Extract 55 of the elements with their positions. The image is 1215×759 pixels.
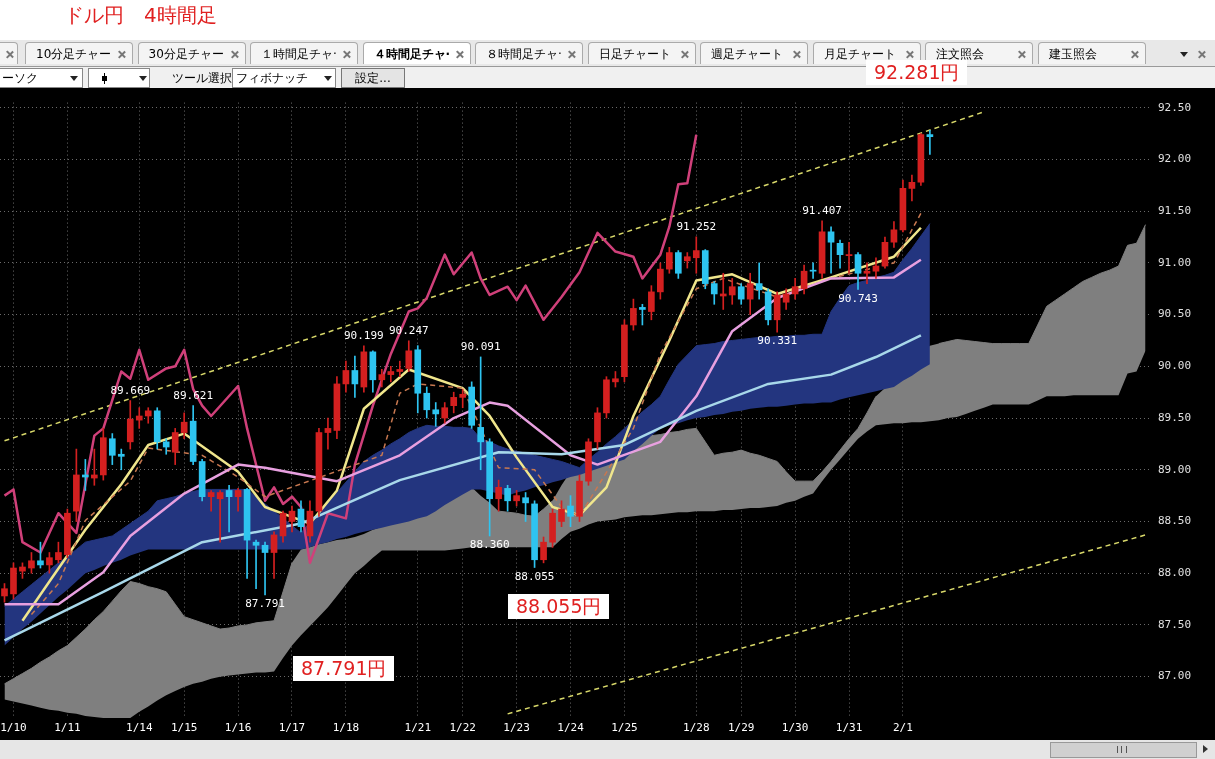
y-tick-label: 88.00 [1158, 566, 1192, 580]
x-tick-label: 1/17 [278, 721, 306, 735]
y-tick-label: 91.00 [1158, 255, 1192, 269]
x-tick-label: 1/18 [332, 721, 360, 735]
y-tick-label: 92.50 [1158, 100, 1192, 114]
text: ４時間足チャ· [373, 47, 451, 61]
y-tick-label: 87.50 [1158, 617, 1192, 631]
x-tick-label: 1/21 [404, 721, 432, 735]
annotation: 90.331 [757, 334, 798, 348]
annotation: 90.091 [460, 340, 501, 354]
y-tick-label: 89.50 [1158, 410, 1192, 424]
annotation: 87.791円 [293, 656, 395, 681]
x-tick-label: 1/25 [611, 721, 638, 735]
y-tick-label: 88.50 [1158, 514, 1192, 528]
text: ツール選択 [172, 71, 232, 85]
y-tick-label: 92.00 [1158, 152, 1192, 166]
text: 10分足チャー [36, 47, 112, 61]
y-tick-label: 87.00 [1158, 669, 1192, 683]
annotation: 91.252 [676, 220, 717, 234]
x-tick-label: 1/11 [54, 721, 81, 735]
text: 92.281円 [866, 60, 968, 85]
x-tick-label: 2/1 [892, 721, 913, 735]
x-tick-label: 1/28 [683, 721, 710, 735]
annotation: 87.791 [245, 597, 285, 611]
x-tick-label: 1/14 [126, 721, 153, 735]
annotation: 90.743 [838, 291, 878, 305]
x-tick-label: 1/23 [503, 721, 530, 735]
annotation: 91.407 [802, 204, 842, 218]
x-tick-label: 1/22 [449, 721, 476, 735]
x-tick-label: 1/10 [0, 721, 27, 735]
text: ーソク [2, 71, 38, 85]
x-tick-label: 1/24 [557, 721, 585, 735]
text: 30分足チャー [148, 47, 224, 61]
text: 注文照会 [936, 47, 984, 61]
x-tick-label: 1/30 [781, 721, 809, 735]
x-tick-label: 1/29 [727, 721, 755, 735]
y-tick-label: 90.50 [1158, 307, 1192, 321]
y-tick-label: 89.00 [1158, 462, 1192, 476]
annotation: 88.055円 [508, 594, 610, 619]
y-tick-label: 91.50 [1158, 204, 1192, 218]
text: 週足チャート [711, 47, 783, 61]
y-tick-label: 90.00 [1158, 359, 1192, 373]
x-tick-label: 1/16 [224, 721, 252, 735]
text: １時間足チャ· [261, 47, 337, 61]
text: ８時間足チャ· [486, 47, 562, 61]
text: 建玉照会 [1048, 47, 1097, 61]
x-tick-label: 1/31 [835, 721, 863, 735]
x-tick-label: 1/15 [170, 721, 198, 735]
text: 月足チャート [823, 47, 896, 61]
text: フィボナッチ [236, 71, 308, 85]
annotation: 88.055 [514, 569, 555, 583]
annotation: 90.199 [343, 329, 384, 343]
text: 設定... [355, 71, 391, 85]
chart-title: ドル円 4時間足 [64, 2, 217, 29]
text: 日足チャート [598, 47, 671, 61]
